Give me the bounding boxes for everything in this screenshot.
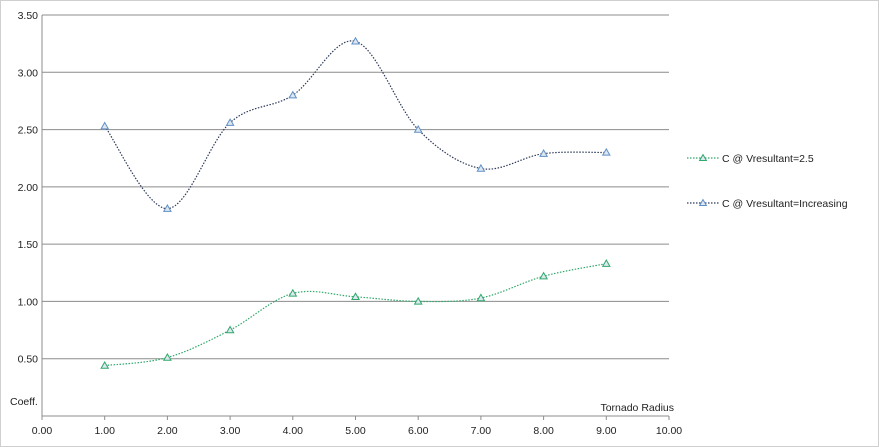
series-2 xyxy=(100,36,611,212)
data-point xyxy=(476,293,486,302)
data-point xyxy=(476,163,486,172)
x-tick-label: 6.00 xyxy=(408,425,429,437)
data-point xyxy=(539,271,549,280)
y-tick-label: 3.00 xyxy=(18,67,39,79)
x-tick-label: 7.00 xyxy=(471,425,492,437)
legend-item-1: C @ Vresultant=2.5 xyxy=(687,153,814,165)
x-tick-label: 2.00 xyxy=(157,425,178,437)
axes: 0.50 1.00 1.50 2.00 2.50 3.00 3.50 0.00 1.00 2.00… xyxy=(18,10,683,437)
data-point xyxy=(288,288,298,297)
legend-marker xyxy=(698,153,708,162)
y-tick-label: 1.00 xyxy=(18,296,39,308)
data-point xyxy=(601,147,611,156)
x-tick-label: 5.00 xyxy=(345,425,366,437)
y-tick-label: 0.50 xyxy=(18,354,39,366)
data-point xyxy=(539,149,549,157)
data-point xyxy=(413,296,423,305)
data-point xyxy=(288,90,298,99)
x-tick-label: 10.00 xyxy=(656,425,682,437)
x-tick-label: 3.00 xyxy=(220,425,241,437)
data-point xyxy=(601,259,611,267)
data-point xyxy=(413,124,423,133)
legend-marker xyxy=(698,198,708,207)
legend: C @ Vresultant=2.5 C @ Vresultant=Increas… xyxy=(687,153,848,210)
data-point xyxy=(162,352,172,361)
y-axis-label: Coeff. xyxy=(10,396,38,408)
series-line xyxy=(104,263,607,367)
y-tick-label: 2.50 xyxy=(18,125,39,137)
data-point xyxy=(100,360,110,369)
x-axis-label: Tornado Radius xyxy=(600,402,674,414)
legend-item-2: C @ Vresultant=Increasing xyxy=(687,198,848,210)
x-tick-label: 8.00 xyxy=(533,425,554,437)
data-point xyxy=(225,325,235,334)
data-point xyxy=(100,121,110,130)
y-tick-label: 1.50 xyxy=(18,239,39,251)
series-layer xyxy=(100,36,611,369)
grid xyxy=(42,14,669,360)
legend-label: C @ Vresultant=2.5 xyxy=(722,153,814,165)
data-point xyxy=(162,204,172,212)
data-point xyxy=(351,36,360,45)
x-tick-label: 0.00 xyxy=(32,425,53,437)
series-1 xyxy=(100,259,611,369)
legend-label: C @ Vresultant=Increasing xyxy=(722,198,848,210)
x-tick-label: 4.00 xyxy=(283,425,304,437)
y-tick-label: 3.50 xyxy=(18,10,39,22)
data-point xyxy=(351,292,360,301)
x-tick-label: 1.00 xyxy=(94,425,115,437)
x-tick-label: 9.00 xyxy=(596,425,617,437)
series-line xyxy=(104,40,607,210)
data-point xyxy=(225,118,235,126)
y-tick-label: 2.00 xyxy=(18,182,39,194)
